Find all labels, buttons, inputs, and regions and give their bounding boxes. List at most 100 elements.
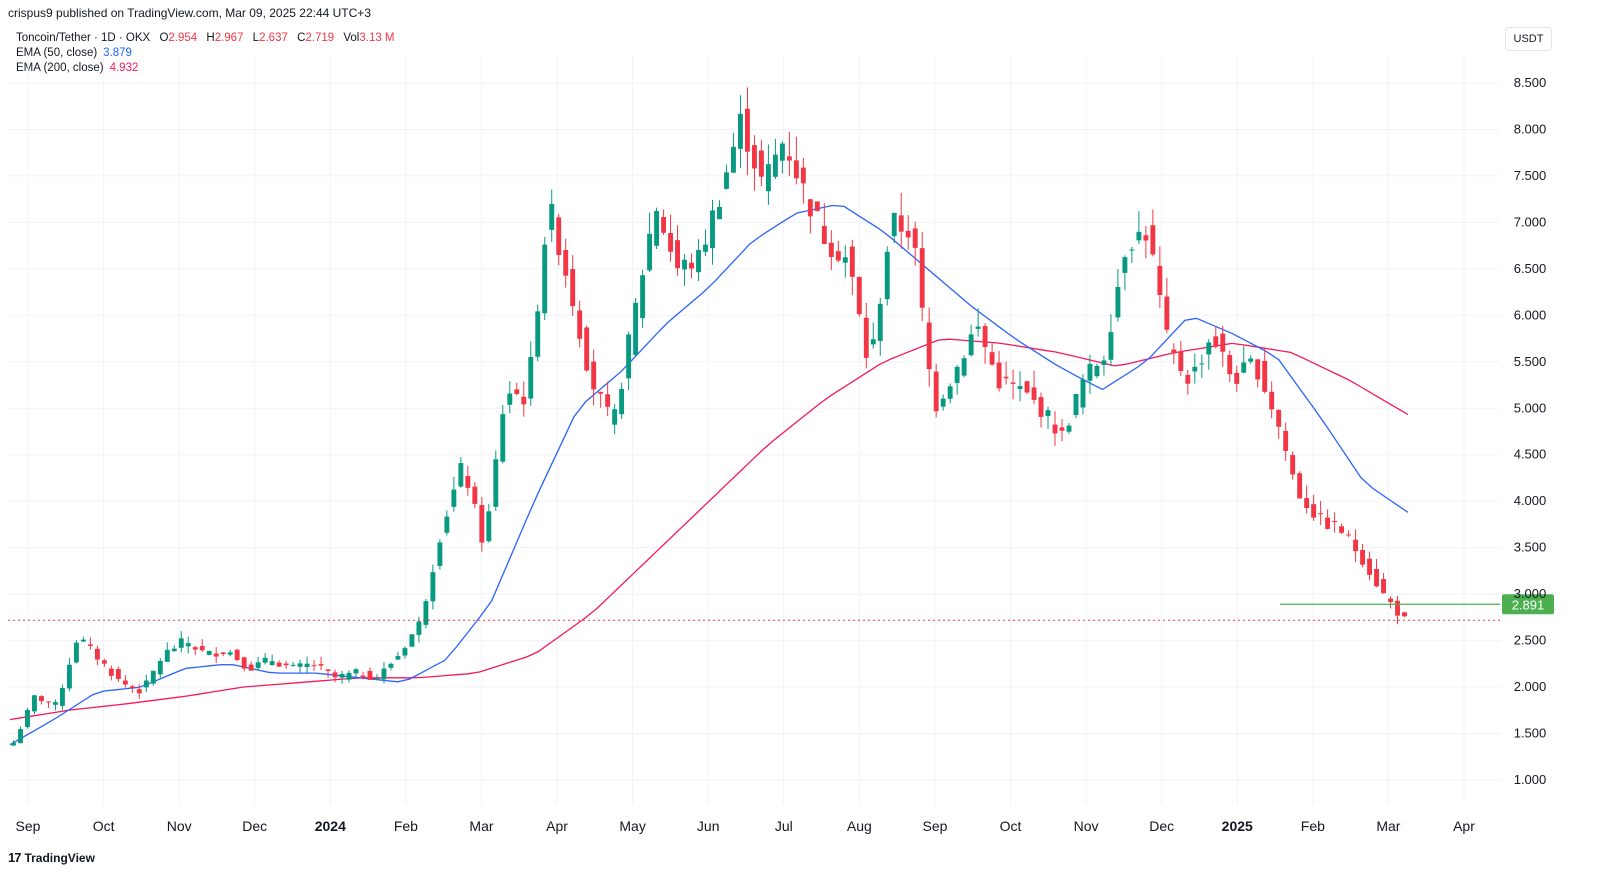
candle-body (1192, 366, 1198, 372)
candle-body (1115, 286, 1121, 318)
candle-body (912, 228, 918, 248)
candle-body (1017, 386, 1023, 389)
candle-body (779, 143, 785, 161)
candle-body (1276, 410, 1282, 427)
legend-open-value: 2.954 (168, 32, 198, 44)
candle-body (1178, 351, 1184, 372)
candle-body (80, 639, 86, 642)
candle-body (25, 710, 30, 728)
candle-body (290, 664, 296, 666)
candle-body (933, 371, 939, 412)
y-tick-label: 3.500 (1514, 540, 1547, 555)
candle-body (11, 742, 16, 746)
candle-body (465, 475, 471, 488)
candle-body (1038, 397, 1044, 417)
candle-body (248, 664, 254, 671)
y-tick-label: 1.000 (1514, 772, 1547, 787)
chart-legend: Toncoin/Tether · 1D · OKX O2.954 H2.967 … (16, 31, 395, 76)
candle-body (786, 156, 792, 161)
candle-body (1024, 381, 1030, 393)
legend-symbol[interactable]: Toncoin/Tether · 1D · OKX (16, 32, 151, 44)
currency-button[interactable]: USDT (1505, 27, 1552, 51)
candle-body (73, 642, 79, 663)
candle-body (437, 542, 443, 566)
candle-body (982, 326, 988, 348)
candle-body (213, 653, 219, 657)
tradingview-brand[interactable]: 17 TradingView (8, 850, 95, 865)
candle-body (346, 672, 352, 680)
candle-body (1080, 379, 1086, 408)
candle-body (563, 249, 569, 276)
candle-body (1066, 425, 1072, 432)
candle-body (619, 388, 625, 415)
candle-body (1164, 296, 1170, 330)
candle-body (1129, 249, 1135, 251)
candle-body (891, 212, 897, 237)
candle-body (150, 670, 156, 684)
candle-body (654, 211, 660, 246)
candle-body (220, 652, 226, 654)
candle-body (821, 225, 827, 244)
candle-body (717, 206, 722, 220)
candle-body (1346, 534, 1352, 536)
candle-body (430, 572, 436, 602)
candle-body (1297, 473, 1303, 499)
candle-body (772, 154, 778, 177)
x-tick-label: 2024 (315, 818, 346, 834)
candle-body (905, 230, 911, 238)
candle-body (1388, 598, 1393, 602)
candle-body (738, 113, 743, 149)
y-tick-label: 6.500 (1514, 261, 1547, 276)
y-tick-label: 5.000 (1514, 400, 1547, 415)
candle-body (332, 672, 338, 678)
legend-ema200-row[interactable]: EMA (200, close) 4.932 (16, 61, 395, 76)
legend-ema50-row[interactable]: EMA (50, close) 3.879 (16, 46, 395, 61)
candle-body (793, 160, 799, 179)
candle-body (1241, 362, 1247, 373)
legend-ema50-label: EMA (50, close) (16, 47, 98, 59)
legend-high-value: 2.967 (214, 32, 244, 44)
candle-body (1339, 526, 1345, 533)
candle-body (1157, 265, 1163, 295)
candle-body (724, 172, 729, 189)
candle-body (640, 275, 646, 319)
candle-body (1122, 257, 1128, 273)
ema200-line (9, 338, 1409, 721)
candle-body (367, 671, 373, 680)
candle-body (863, 317, 869, 358)
candle-body (32, 695, 37, 712)
candle-body (710, 210, 715, 249)
y-tick-label: 7.500 (1514, 168, 1547, 183)
candle-body (535, 311, 541, 357)
x-tick-label: Nov (1074, 818, 1099, 834)
candle-body (800, 167, 806, 184)
candle-body (1227, 355, 1233, 375)
candle-body (304, 663, 310, 668)
candle-body (856, 276, 862, 315)
candle-body (416, 621, 422, 635)
candle-body (192, 647, 198, 650)
candle-body (744, 108, 750, 152)
ema200-path (9, 338, 1409, 721)
candle-body (1143, 235, 1149, 241)
candle-body (898, 215, 904, 232)
candle-body (751, 145, 757, 169)
marker-price-label: 2.891 (1512, 597, 1545, 612)
x-tick-label: Jun (697, 818, 720, 834)
legend-ema200-value: 4.932 (109, 62, 139, 74)
candle-body (919, 248, 925, 308)
candle-body (521, 396, 527, 405)
legend-ema200-label: EMA (200, close) (16, 62, 104, 74)
x-tick-label: Dec (242, 818, 267, 834)
tradingview-logo-icon: 17 (8, 850, 22, 865)
candle-body (339, 673, 345, 678)
candle-body (1381, 579, 1386, 594)
candle-body (1010, 382, 1016, 384)
candle-body (1220, 333, 1226, 352)
candle-body (570, 269, 576, 307)
candle-body (1367, 558, 1373, 575)
candle-body (311, 665, 317, 667)
candle-body (661, 217, 667, 233)
candle-body (591, 361, 597, 390)
